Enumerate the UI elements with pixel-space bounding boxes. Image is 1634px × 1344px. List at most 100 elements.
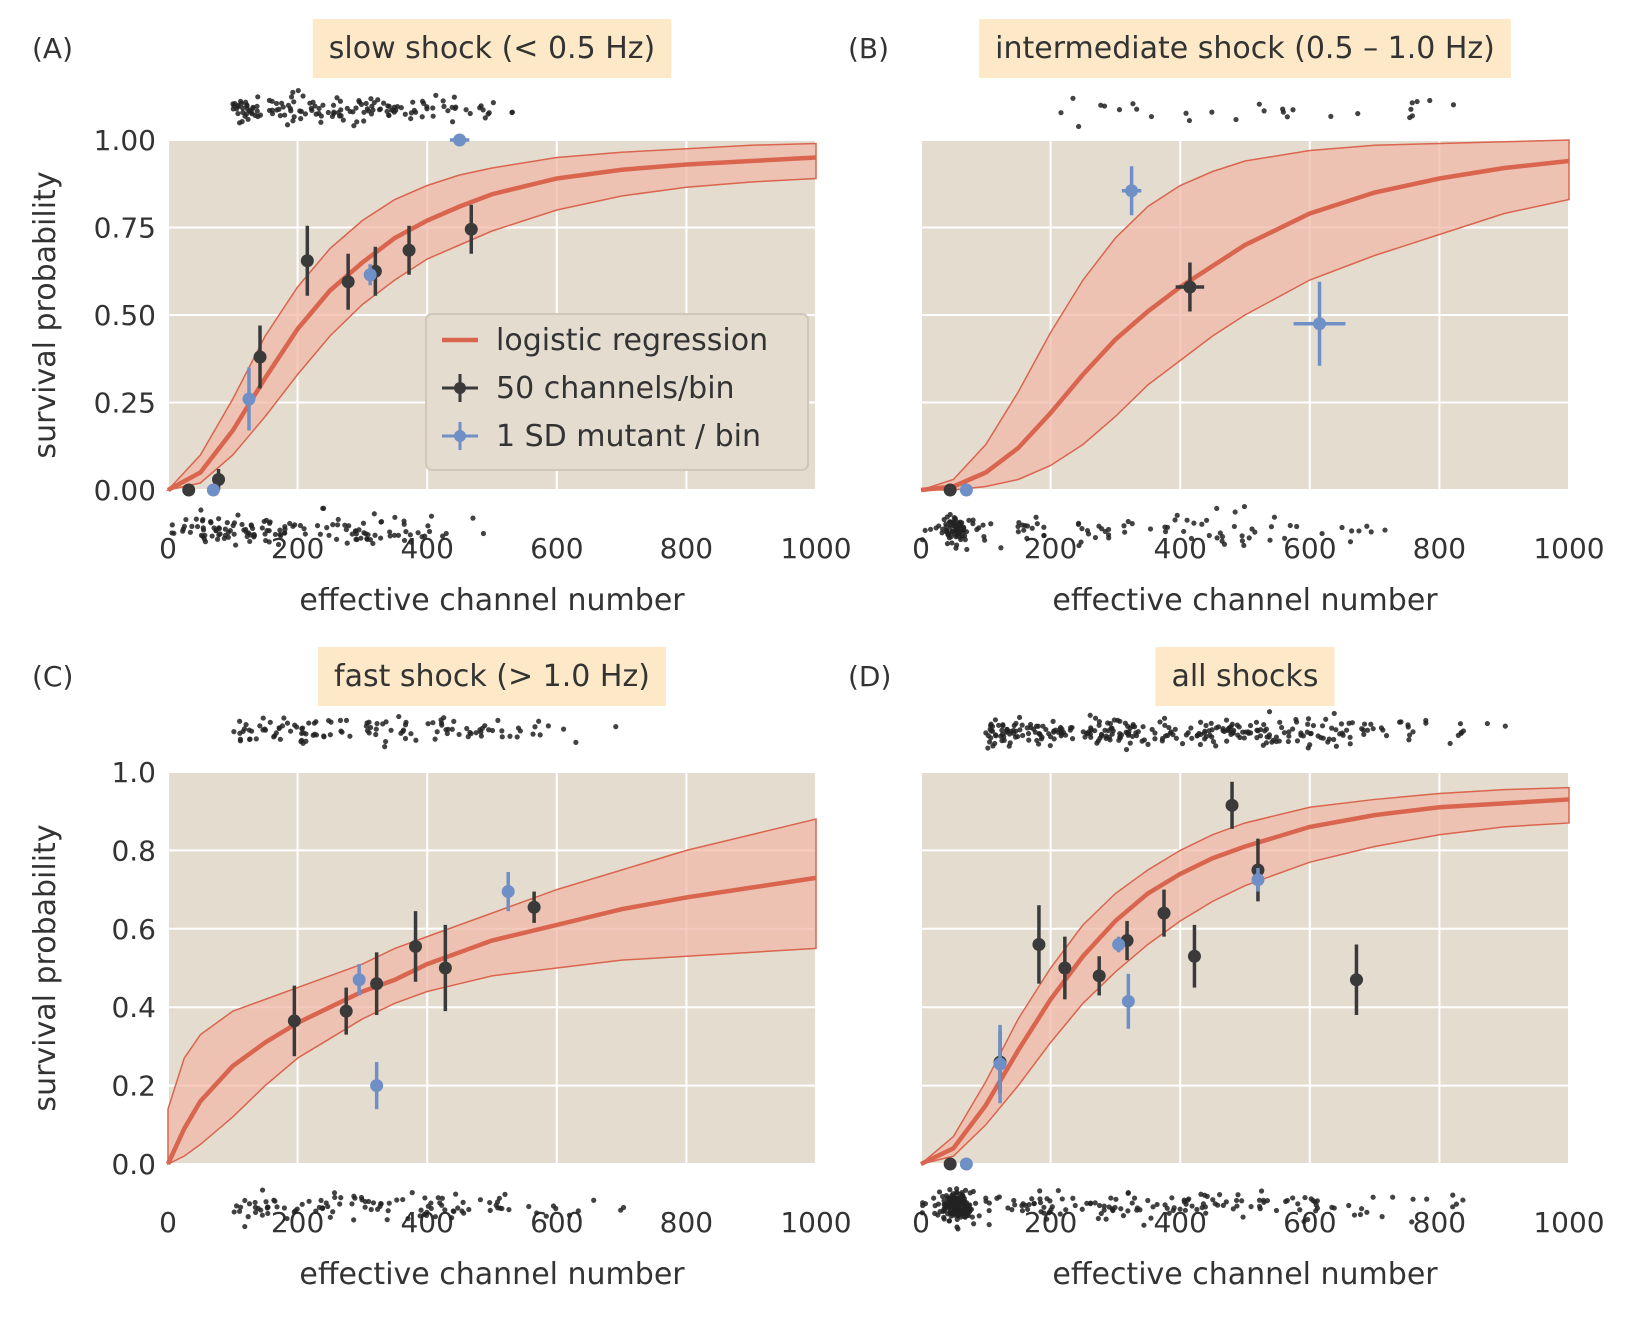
binned-point-50ch (1349, 944, 1363, 1016)
x-axis-label: effective channel number (299, 1257, 685, 1292)
binned-point-50ch (409, 911, 423, 982)
rug-survivors (231, 713, 619, 750)
mutant-point-1sd (959, 1157, 973, 1171)
rug-nonsurvivors (231, 1187, 627, 1230)
rug-survivors (230, 87, 515, 129)
mutant-point-1sd (1112, 936, 1126, 953)
y-axis-label: survival probability (28, 824, 63, 1111)
title-box (979, 19, 1511, 78)
y-tick-label: 0.00 (94, 474, 156, 507)
x-tick-label: 1000 (1533, 1206, 1604, 1239)
binned-point-50ch (253, 325, 267, 389)
panel-c: 0 200 400 600 800 10000.00.20.40.60.81.0effec… (28, 647, 852, 1292)
legend-entry: 50 channels/bin (496, 371, 735, 406)
y-tick-label: 0.4 (111, 991, 156, 1024)
binned-point-50ch (464, 204, 478, 254)
y-tick-label: 0.0 (111, 1148, 156, 1181)
panel-title: slow shock (< 0.5 Hz) (329, 31, 655, 66)
rug-nonsurvivors (919, 503, 1388, 553)
rug-survivors (983, 709, 1508, 753)
y-tick-label: 0.75 (94, 212, 156, 245)
binned-point-50ch (527, 891, 541, 923)
panel-label: (D) (848, 660, 891, 693)
mutant-point-1sd (993, 1024, 1007, 1104)
mutant-point-1sd (363, 264, 377, 286)
confidence-band (165, 142, 817, 492)
panel-label: (A) (32, 32, 73, 65)
binned-point-50ch (1175, 262, 1205, 312)
binned-point-50ch (1058, 936, 1072, 1000)
x-tick-label: 1000 (780, 532, 851, 565)
x-tick-label: 800 (660, 1206, 713, 1239)
title-box (312, 19, 672, 78)
binned-point-50ch (1225, 781, 1239, 829)
legend-entry: logistic regression (496, 323, 768, 358)
binned-point-50ch (1157, 889, 1171, 937)
x-tick-label: 0 (912, 532, 930, 565)
panel-label: (C) (32, 660, 73, 693)
y-tick-label: 0.2 (111, 1070, 156, 1103)
mutant-point-1sd (1251, 868, 1265, 892)
y-tick-label: 0.6 (111, 913, 156, 946)
y-tick-label: 0.25 (94, 387, 156, 420)
panel-title: fast shock (> 1.0 Hz) (334, 659, 650, 694)
title-box (318, 647, 666, 706)
rug-survivors (1058, 95, 1457, 130)
legend: logistic regression 50 channels/bin 1 SD m… (425, 313, 809, 471)
logistic-regression-line (920, 158, 1570, 493)
binned-point-50ch (287, 985, 301, 1057)
binned-point-50ch (339, 987, 353, 1035)
x-tick-label: 600 (1283, 1206, 1336, 1239)
x-tick-label: 1000 (1533, 532, 1604, 565)
mutant-point-1sd (1121, 973, 1135, 1029)
x-tick-label: 0 (159, 1206, 177, 1239)
panel-title: all shocks (1171, 659, 1318, 694)
binned-point-50ch (943, 1157, 957, 1171)
y-tick-label: 0.50 (94, 299, 156, 332)
mutant-point-1sd (352, 964, 366, 996)
binned-point-50ch (943, 483, 957, 497)
panel-label: (B) (848, 32, 889, 65)
x-tick-label: 600 (1283, 532, 1336, 565)
mutant-point-1sd (501, 871, 515, 912)
confidence-band (920, 786, 1570, 1165)
x-tick-label: 600 (530, 1206, 583, 1239)
x-tick-label: 400 (1153, 532, 1206, 565)
x-tick-label: 600 (530, 532, 583, 565)
title-box (1155, 647, 1335, 706)
mutant-point-1sd (1293, 281, 1346, 366)
y-tick-label: 1.0 (111, 756, 156, 789)
binned-point-50ch (1187, 924, 1201, 988)
rug-nonsurvivors (169, 505, 487, 548)
mutant-point-1sd (370, 1062, 384, 1110)
panel-a: 0 200 400 600 800 10000.000.250.500.751.00eff… (28, 19, 852, 618)
confidence-band (920, 139, 1570, 491)
logistic-regression-line (920, 797, 1570, 1167)
binned-point-50ch (182, 483, 196, 497)
y-tick-label: 0.8 (111, 834, 156, 867)
binned-point-50ch (1092, 956, 1106, 996)
binned-point-50ch (300, 225, 314, 296)
x-tick-label: 800 (1413, 1206, 1466, 1239)
binned-point-50ch (438, 924, 452, 1012)
logistic-regression-line (165, 875, 817, 1165)
mutant-point-1sd (1121, 166, 1142, 216)
y-tick-label: 1.00 (94, 124, 156, 157)
x-tick-label: 1000 (780, 1206, 851, 1239)
binned-point-50ch (341, 253, 355, 310)
y-axis-label: survival probability (28, 171, 63, 458)
mutant-point-1sd (242, 367, 256, 431)
mutant-point-1sd (449, 133, 470, 147)
binned-point-50ch (1032, 905, 1046, 984)
panel-title: intermediate shock (0.5 – 1.0 Hz) (995, 31, 1495, 66)
legend-entry: 1 SD mutant / bin (496, 419, 761, 454)
x-tick-label: 0 (912, 1206, 930, 1239)
x-tick-label: 400 (400, 532, 453, 565)
x-tick-label: 200 (1024, 532, 1077, 565)
mutant-point-1sd (959, 483, 973, 497)
x-axis-label: effective channel number (1052, 1257, 1438, 1292)
binned-point-50ch (370, 952, 384, 1016)
mutant-point-1sd (206, 483, 220, 497)
